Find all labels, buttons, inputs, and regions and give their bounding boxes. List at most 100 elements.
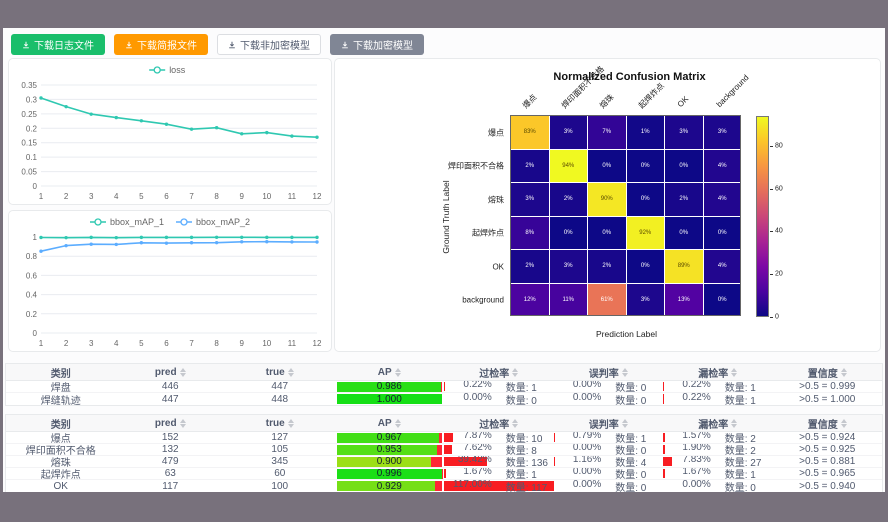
confusion-cell: 0% (703, 283, 741, 316)
confusion-cell: 7% (588, 116, 626, 149)
data-point (240, 132, 244, 136)
row-label: 起焊炸点 (472, 228, 504, 238)
bbox-map-line-chart[interactable]: bbox_mAP_1 bbox_mAP_200.20.40.60.811 2 3 4 5 6… (9, 211, 331, 351)
column-header-label: true (265, 366, 285, 378)
confusion-cell-value: 2% (602, 263, 612, 270)
sort-caret-icon[interactable] (394, 418, 401, 428)
sort-caret-icon[interactable] (731, 367, 738, 377)
confusion-cell: 0% (626, 183, 664, 216)
sort-caret-icon[interactable] (394, 367, 401, 377)
column-header[interactable]: 漏检率 (663, 416, 773, 431)
svg-text:0.4: 0.4 (26, 291, 38, 300)
overdetect-rate-cell: 1.67% 数量: 1 (444, 468, 554, 479)
confidence-cell: >0.5 = 0.881 (799, 456, 856, 467)
column-header[interactable]: pred (116, 367, 226, 378)
confusion-cell-value: 3% (563, 129, 573, 136)
ap-bar-green (336, 432, 439, 443)
data-point (39, 235, 43, 240)
confusion-cell: 61% (588, 283, 626, 316)
rate-percent: 0.22% (463, 381, 492, 390)
data-point (139, 241, 144, 245)
confusion-cell-value: 61% (600, 296, 613, 303)
ap-bar: 0.900 (336, 456, 443, 467)
svg-text:6: 6 (164, 192, 169, 201)
series-line-loss (40, 97, 318, 138)
svg-text:2: 2 (64, 339, 69, 348)
download-plain-model-label: 下载非加密模型 (240, 41, 310, 52)
confusion-cell-value: 0% (640, 162, 650, 169)
data-point (64, 104, 68, 109)
colorbar-tick (770, 231, 773, 233)
confusion-cell-value: 4% (717, 196, 727, 203)
legend-item[interactable]: bbox_mAP_1 (90, 217, 164, 227)
confusion-cell-value: 0% (563, 229, 573, 236)
sort-caret-icon[interactable] (840, 367, 847, 377)
overdetect-rate-cell: 0.00% 数量: 0 (444, 393, 554, 405)
confusion-cell: 3% (626, 283, 664, 316)
sort-caret-icon[interactable] (179, 418, 186, 428)
true-count-cell: 448 (271, 393, 289, 405)
download-log-button[interactable]: 下载日志文件 (11, 34, 105, 55)
misjudge-rate-cell: 0.00% 数量: 0 (554, 393, 664, 405)
confidence-cell: >0.5 = 0.999 (799, 381, 856, 392)
confusion-cell-value: 2% (525, 162, 535, 169)
rate-percent: 117.00% (453, 480, 492, 490)
legend-item[interactable]: bbox_mAP_2 (176, 217, 250, 227)
svg-text:1: 1 (33, 233, 38, 242)
svg-text:2: 2 (64, 192, 69, 201)
sort-caret-icon[interactable] (287, 367, 294, 377)
column-header[interactable]: 过检率 (444, 365, 554, 380)
column-header-label: 误判率 (588, 368, 619, 380)
legend-item[interactable]: loss (149, 65, 186, 75)
column-header[interactable]: 过检率 (444, 416, 554, 431)
column-label: OK (675, 94, 691, 109)
true-count-cell: 447 (271, 381, 289, 392)
ap-value: 0.900 (376, 456, 402, 467)
column-header[interactable]: true (225, 367, 335, 378)
sort-caret-icon[interactable] (512, 418, 519, 428)
sort-caret-icon[interactable] (621, 418, 628, 428)
sort-caret-icon[interactable] (840, 418, 847, 428)
column-header-label: 置信度 (807, 368, 838, 380)
confusion-cell: 0% (665, 149, 703, 182)
column-header[interactable]: AP (335, 418, 445, 429)
rate-bar (444, 481, 554, 491)
true-count-cell: 100 (271, 480, 289, 492)
ap-bar: 1.000 (336, 394, 442, 405)
data-point (315, 235, 319, 240)
rate-count: 数量: 0 (615, 395, 647, 406)
confusion-cell-value: 1% (640, 129, 650, 136)
column-header[interactable]: 置信度 (773, 416, 883, 431)
confusion-cell-value: 8% (525, 229, 535, 236)
download-report-button[interactable]: 下载简报文件 (114, 34, 208, 55)
confusion-cell: 90% (588, 183, 626, 216)
rate-bar (663, 433, 665, 442)
class-name-cell: 熔珠 (50, 458, 71, 467)
column-header[interactable]: 误判率 (554, 365, 664, 380)
column-header[interactable]: 误判率 (554, 416, 664, 431)
sort-caret-icon[interactable] (512, 367, 519, 377)
svg-text:0.6: 0.6 (26, 271, 38, 280)
download-encrypted-model-button[interactable]: 下载加密模型 (330, 34, 424, 55)
svg-text:3: 3 (89, 339, 94, 348)
svg-text:7: 7 (189, 192, 194, 201)
sort-caret-icon[interactable] (731, 418, 738, 428)
column-header[interactable]: pred (116, 418, 226, 429)
missdetect-rate-cell: 1.67% 数量: 1 (663, 468, 773, 479)
class-name-cell: OK (53, 480, 68, 492)
sort-caret-icon[interactable] (287, 418, 294, 428)
table-header-row: 类别 pred true AP 过检率 误判率 漏检率 置信度 (6, 364, 882, 381)
svg-text:0.35: 0.35 (21, 81, 37, 90)
column-header[interactable]: 漏检率 (663, 365, 773, 380)
column-header[interactable]: true (225, 418, 335, 429)
sort-caret-icon[interactable] (179, 367, 186, 377)
svg-text:5: 5 (139, 192, 144, 201)
sort-caret-icon[interactable] (621, 367, 628, 377)
download-plain-model-button[interactable]: 下载非加密模型 (217, 34, 321, 55)
column-header-label: AP (377, 417, 392, 429)
pred-count-cell: 117 (162, 480, 179, 492)
ap-bar: 0.986 (336, 381, 443, 392)
column-header[interactable]: AP (335, 367, 445, 378)
column-header[interactable]: 置信度 (773, 365, 883, 380)
